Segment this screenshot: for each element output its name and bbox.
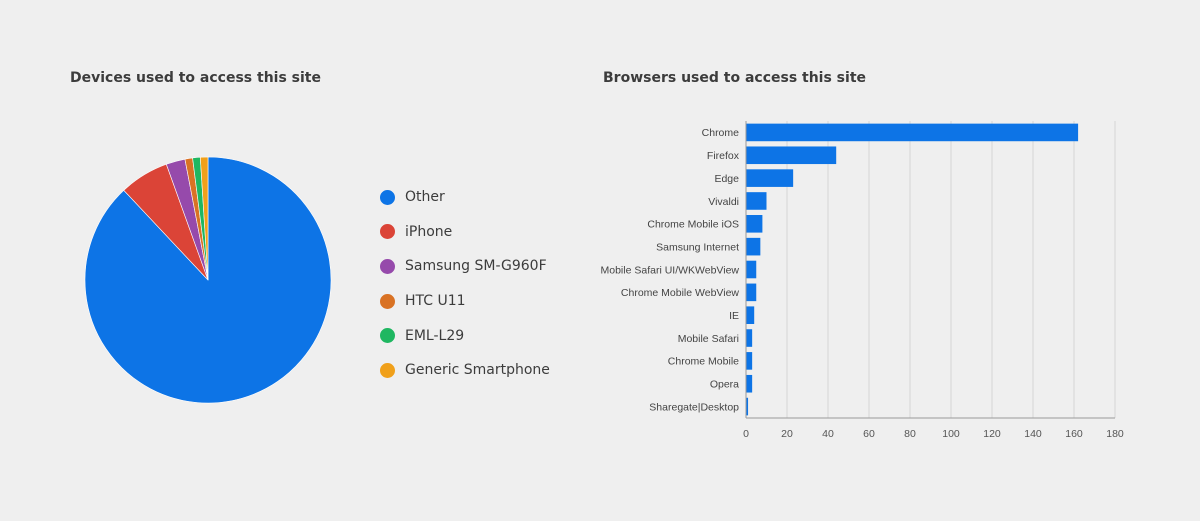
x-tick-label: 140 [1024,428,1042,440]
legend-item-other: Other [380,180,550,215]
legend-item-generic-smartphone: Generic Smartphone [380,353,550,388]
x-tick-label: 60 [863,428,875,440]
x-tick-label: 20 [781,428,793,440]
bar-samsung-internet [746,237,761,256]
bar-ie [746,306,755,324]
category-label: Chrome Mobile [668,356,739,368]
x-tick-label: 120 [983,428,1001,440]
category-label: Chrome Mobile iOS [647,219,739,231]
category-label: Firefox [707,150,740,162]
x-tick-label: 160 [1065,428,1083,440]
category-label: Sharegate|Desktop [649,401,739,413]
x-tick-label: 100 [942,428,960,440]
legend-label: HTC U11 [405,293,466,310]
bar-firefox [746,146,837,165]
category-label: Mobile Safari UI/WKWebView [601,264,740,276]
category-label: IE [729,310,739,322]
legend-swatch [380,328,395,344]
x-tick-label: 80 [904,428,916,440]
legend-label: Samsung SM-G960F [405,258,547,275]
bar-chrome [746,123,1079,142]
bar-chrome-mobile-ios [746,215,763,233]
legend-item-eml-l29: EML-L29 [380,318,550,353]
bar-edge [746,169,794,187]
category-label: Vivaldi [708,196,739,208]
pie-slice-generic-smartphone [199,156,209,281]
legend-label: iPhone [405,223,453,240]
devices-pie-chart [84,156,332,404]
category-label: Chrome Mobile WebView [621,287,739,299]
legend-item-samsung-sm-g960f: Samsung SM-G960F [380,249,550,284]
x-tick-label: 40 [822,428,834,440]
bar-sharegate-desktop [746,397,749,416]
legend-swatch [380,224,395,240]
browsers-chart-title: Browsers used to access this site [603,70,867,86]
category-label: Edge [714,173,739,185]
legend-item-htc-u11: HTC U11 [380,284,550,319]
legend-item-iphone: iPhone [380,215,550,250]
bar-chrome-mobile [746,352,753,370]
legend-swatch [380,189,395,205]
legend-label: EML-L29 [405,327,465,344]
legend-swatch [380,362,395,378]
legend-label: Other [405,189,445,206]
bar-opera [746,374,753,393]
category-label: Samsung Internet [656,241,739,253]
x-tick-label: 0 [743,428,749,440]
browsers-bar-chart: 0 20 40 60 80 100 120 140 160 180 Chrome Firefox Edg… [601,121,1124,440]
legend-swatch [380,293,395,309]
bar-mobile-safari-ui-wkwebview [746,260,757,279]
bar-chrome-mobile-webview [746,283,757,302]
category-label: Mobile Safari [678,333,739,345]
x-tick-label: 180 [1106,428,1124,440]
legend-label: Generic Smartphone [405,362,550,379]
devices-chart-title: Devices used to access this site [70,70,321,86]
devices-legend: Other iPhone Samsung SM-G960F HTC U11 EML-L2… [380,180,550,388]
bar-vivaldi [746,192,767,210]
legend-swatch [380,258,395,274]
category-label: Opera [710,379,739,391]
category-label: Chrome [702,127,740,139]
bar-mobile-safari [746,329,753,347]
